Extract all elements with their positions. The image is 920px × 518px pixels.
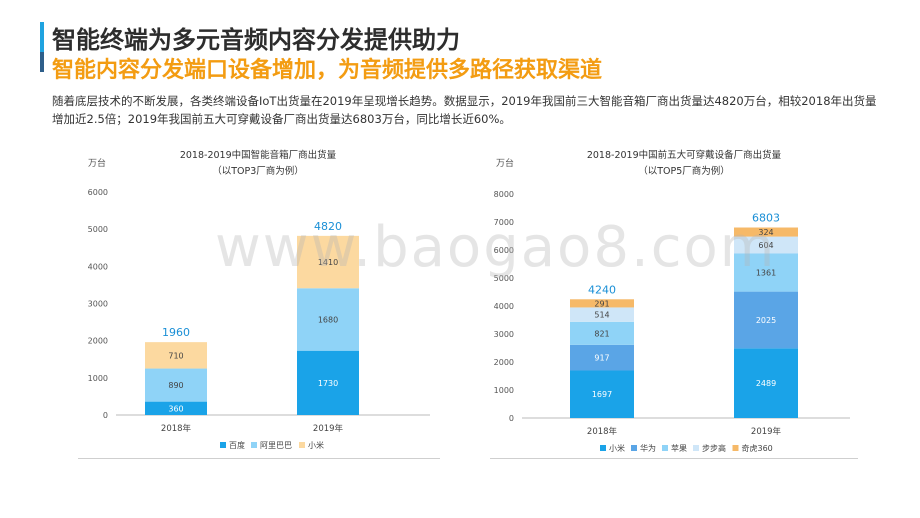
legend-swatch [631, 445, 637, 451]
y-axis-unit: 万台 [88, 157, 106, 169]
bar-segment [570, 344, 634, 371]
y-tick-label: 6000 [88, 188, 108, 197]
title-accent-bar [40, 22, 44, 52]
bar-segment [570, 370, 634, 418]
x-tick-label: 2019年 [751, 426, 782, 437]
y-tick-label: 5000 [494, 274, 514, 283]
legend-label: 步步高 [702, 443, 726, 453]
bar-segment [734, 227, 798, 237]
bar-total-label: 4820 [314, 220, 342, 233]
bar-value-label: 890 [168, 381, 183, 390]
bar-value-label: 604 [758, 241, 773, 250]
bar-value-label: 1730 [318, 379, 338, 388]
legend-swatch [220, 442, 226, 448]
legend-label: 小米 [609, 443, 625, 453]
subtitle-accent-bar [40, 52, 44, 72]
y-tick-label: 5000 [88, 225, 108, 234]
bar-value-label: 1680 [318, 315, 338, 324]
legend-swatch [600, 445, 606, 451]
watermark: www.baogao8.com [215, 215, 777, 280]
legend-swatch [693, 445, 699, 451]
chart-divider-right [490, 458, 858, 459]
bar-segment [734, 253, 798, 292]
bar-value-label: 514 [594, 311, 609, 320]
legend-swatch [662, 445, 668, 451]
legend-swatch [732, 445, 739, 451]
bar-segment [297, 288, 359, 351]
bar-segment [570, 321, 634, 345]
bar-segment [145, 342, 207, 369]
y-tick-label: 4000 [88, 262, 108, 271]
wearable-shipment-chart: 2018-2019中国前五大可穿戴设备厂商出货量 （以TOP5厂商为例） 万台 0 10… [488, 140, 860, 458]
chart-svg: 2018-2019中国智能音箱厂商出货量 （以TOP3厂商为例） 万台 0 1000 20… [88, 149, 430, 450]
y-tick-label: 6000 [494, 246, 514, 255]
y-tick-label: 4000 [494, 302, 514, 311]
bar-value-label: 360 [168, 404, 183, 413]
bar-segment [570, 307, 634, 322]
y-tick-label: 7000 [494, 218, 514, 227]
bar-segment [734, 348, 798, 418]
y-tick-label: 0 [103, 411, 108, 420]
page-subtitle: 智能内容分发端口设备增加，为音频提供多路径获取渠道 [52, 58, 603, 83]
bar-value-label: 710 [168, 351, 183, 360]
bar-value-label: 1361 [756, 269, 776, 278]
legend-label: 奇虎360 [742, 443, 773, 453]
legend-label: 百度 [229, 440, 245, 450]
y-tick-label: 2000 [494, 358, 514, 367]
y-axis-unit: 万台 [496, 157, 514, 169]
bar-segment [297, 350, 359, 415]
x-tick-label: 2019年 [313, 423, 344, 434]
y-tick-label: 8000 [494, 190, 514, 199]
bar-value-label: 291 [594, 299, 609, 308]
bar-segment [145, 368, 207, 402]
bar-value-label: 821 [594, 329, 609, 338]
bar-total-label: 4240 [588, 283, 616, 296]
y-tick-label: 3000 [88, 300, 108, 309]
bar-total-label: 1960 [162, 326, 190, 339]
bar-segment [145, 401, 207, 415]
bar-segment [570, 299, 634, 308]
legend-label: 华为 [640, 443, 656, 453]
y-tick-label: 1000 [494, 386, 514, 395]
chart-title: 2018-2019中国智能音箱厂商出货量 [180, 149, 337, 161]
chart-divider-left [78, 458, 440, 459]
legend-swatch [251, 442, 257, 448]
legend-label: 小米 [308, 440, 324, 450]
bar-segment [734, 291, 798, 349]
legend-label: 阿里巴巴 [260, 441, 292, 450]
bar-value-label: 324 [758, 228, 773, 237]
bar-value-label: 1697 [592, 390, 612, 399]
x-tick-label: 2018年 [161, 423, 192, 434]
bar-value-label: 917 [594, 354, 609, 363]
x-tick-label: 2018年 [587, 426, 618, 437]
bar-segment [297, 235, 359, 289]
page-title: 智能终端为多元音频内容分发提供助力 [52, 26, 460, 54]
y-tick-label: 2000 [88, 337, 108, 346]
chart-subtitle: （以TOP5厂商为例） [638, 165, 730, 177]
bar-value-label: 2489 [756, 379, 776, 388]
bar-value-label: 1410 [318, 258, 338, 267]
bar-value-label: 2025 [756, 316, 776, 325]
chart-subtitle: （以TOP3厂商为例） [212, 165, 304, 177]
chart-svg: 2018-2019中国前五大可穿戴设备厂商出货量 （以TOP5厂商为例） 万台 0 10… [494, 149, 850, 453]
legend-label: 苹果 [671, 443, 687, 453]
chart-title: 2018-2019中国前五大可穿戴设备厂商出货量 [587, 149, 782, 161]
page-description: 随着底层技术的不断发展，各类终端设备IoT出货量在2019年呈现增长趋势。数据显… [52, 94, 877, 126]
legend-swatch [299, 442, 305, 448]
bar-total-label: 6803 [752, 212, 780, 225]
bar-segment [734, 236, 798, 254]
speaker-shipment-chart: 2018-2019中国智能音箱厂商出货量 （以TOP3厂商为例） 万台 0 1000 20… [80, 140, 442, 458]
y-tick-label: 0 [509, 414, 514, 423]
y-tick-label: 1000 [88, 374, 108, 383]
y-tick-label: 3000 [494, 330, 514, 339]
